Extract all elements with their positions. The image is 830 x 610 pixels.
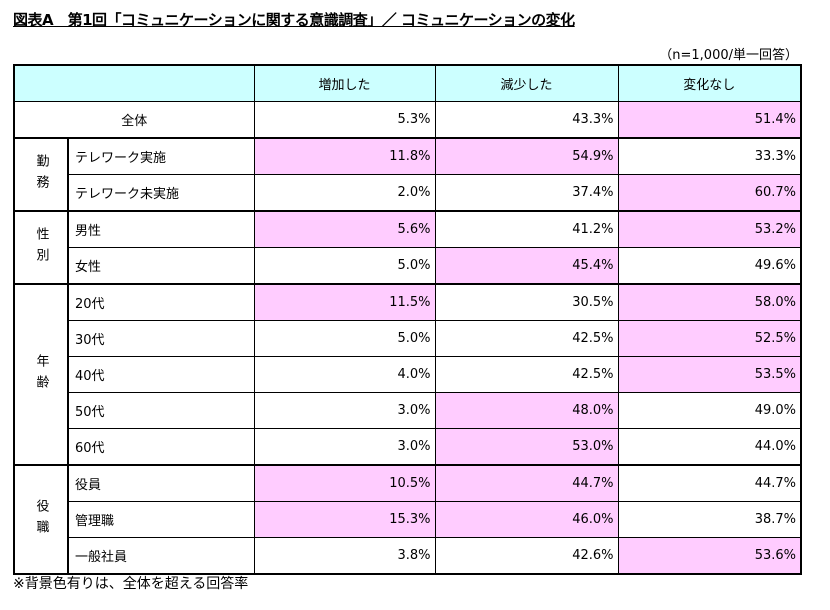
table-row: 年齢 20代 11.5% 30.5% 58.0% [13,283,802,466]
value-unchanged: 44.7% [617,464,802,502]
value-unchanged: 53.5% [617,356,802,393]
value-increased: 5.6% [253,210,436,248]
row-label: 管理職 [67,501,255,538]
table-row: 50代 3.0% 48.0% 49.0% [14,392,802,429]
table-row: 女性 5.0% 45.4% 49.6% [14,247,802,285]
row-label: 30代 [67,320,255,357]
value-unchanged: 49.6% [617,247,802,285]
group-label: 勤務 [13,137,69,212]
group-label: 役職 [13,464,69,575]
footnote: ※背景色有りは、全体を超える回答率 [13,576,249,592]
row-label: 全体 [13,101,255,139]
value-unchanged: 53.6% [617,537,802,575]
value-increased: 3.8% [253,537,436,575]
value-unchanged: 49.0% [617,392,802,429]
value-decreased: 48.0% [434,392,619,429]
value-increased: 11.8% [253,137,436,175]
value-increased: 2.0% [253,174,436,212]
row-label: テレワーク未実施 [67,174,255,212]
table-row: 60代 3.0% 53.0% 44.0% [14,428,802,466]
table-row: 勤務 テレワーク実施 11.8% 54.9% 33.3% [13,137,802,212]
header-blank [13,64,255,102]
value-increased: 4.0% [253,356,436,393]
header-unchanged: 変化なし [617,64,802,102]
value-unchanged: 53.2% [617,210,802,248]
value-increased: 15.3% [253,501,436,538]
table-row: 40代 4.0% 42.5% 53.5% [14,356,802,393]
group-label: 年齢 [13,283,69,466]
header-decreased: 減少した [434,64,619,102]
value-increased: 3.0% [253,392,436,429]
value-unchanged: 38.7% [617,501,802,538]
header-row: 増加した 減少した 変化なし [13,64,802,102]
value-decreased: 53.0% [434,428,619,466]
table-row: 管理職 15.3% 46.0% 38.7% [14,501,802,538]
value-increased: 11.5% [253,283,436,321]
header-increased: 増加した [253,64,436,102]
row-label: 60代 [67,428,255,466]
table-row: 性別 男性 5.6% 41.2% 53.2% [13,210,802,285]
table-row: 30代 5.0% 42.5% 52.5% [14,320,802,357]
value-unchanged: 52.5% [617,320,802,357]
value-unchanged: 51.4% [617,101,802,139]
sample-note: （n=1,000/単一回答） [659,48,798,63]
value-increased: 5.3% [253,101,436,139]
value-unchanged: 44.0% [617,428,802,466]
row-label: 50代 [67,392,255,429]
value-decreased: 43.3% [434,101,619,139]
value-decreased: 42.5% [434,356,619,393]
value-decreased: 42.5% [434,320,619,357]
row-label: テレワーク実施 [67,137,255,175]
row-label: 20代 [67,283,255,321]
row-label: 女性 [67,247,255,285]
table-row: テレワーク未実施 2.0% 37.4% 60.7% [14,174,802,212]
row-label: 一般社員 [67,537,255,575]
value-decreased: 46.0% [434,501,619,538]
value-unchanged: 33.3% [617,137,802,175]
value-decreased: 44.7% [434,464,619,502]
figure-title: 図表A 第1回「コミュニケーションに関する意識調査」／ コミュニケーションの変化 [13,11,575,29]
value-decreased: 37.4% [434,174,619,212]
results-table: 増加した 減少した 変化なし 全体 5.3% 43.3% 51.4% 勤務 テレワーク実施… [13,64,802,575]
group-label: 性別 [13,210,69,285]
value-decreased: 54.9% [434,137,619,175]
value-unchanged: 58.0% [617,283,802,321]
table-row: 一般社員 3.8% 42.6% 53.6% [14,537,802,575]
row-label: 役員 [67,464,255,502]
value-decreased: 30.5% [434,283,619,321]
table-row: 役職 役員 10.5% 44.7% 44.7% [13,464,802,575]
value-increased: 10.5% [253,464,436,502]
row-label: 40代 [67,356,255,393]
value-increased: 5.0% [253,247,436,285]
value-unchanged: 60.7% [617,174,802,212]
value-decreased: 42.6% [434,537,619,575]
value-decreased: 45.4% [434,247,619,285]
value-increased: 3.0% [253,428,436,466]
table-row-total: 全体 5.3% 43.3% 51.4% [13,101,802,139]
row-label: 男性 [67,210,255,248]
value-increased: 5.0% [253,320,436,357]
value-decreased: 41.2% [434,210,619,248]
